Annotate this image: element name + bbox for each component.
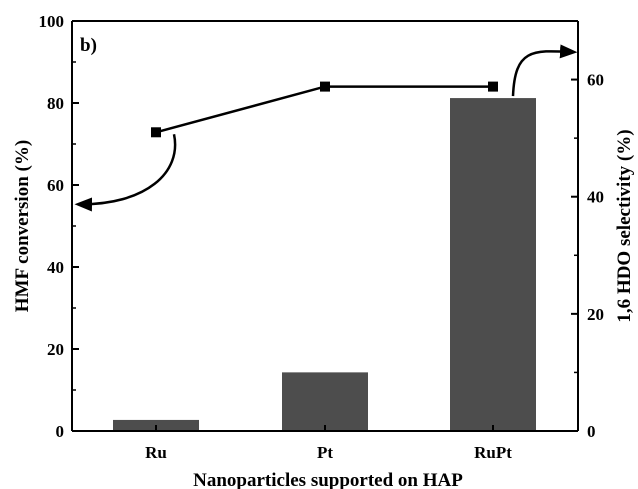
bar-rupt	[450, 98, 536, 431]
y-axis-title: HMF conversion (%)	[12, 140, 33, 312]
panel-label: b)	[80, 35, 97, 56]
y-tick-label: 0	[56, 422, 65, 441]
x-tick-label: RuPt	[474, 443, 512, 462]
y2-tick-label: 0	[587, 422, 596, 441]
x-tick-label: Pt	[317, 443, 333, 462]
x-tick-label: Ru	[145, 443, 167, 462]
y2-tick-label: 20	[587, 305, 604, 324]
y-tick-label: 80	[47, 94, 64, 113]
selectivity-point-rupt	[488, 81, 498, 92]
arrows-layer	[74, 44, 578, 212]
bars-layer	[113, 98, 536, 431]
bar-pt	[282, 372, 368, 431]
y-tick-label: 40	[47, 258, 64, 277]
x-axis-title: Nanoparticles supported on HAP	[193, 470, 463, 489]
y2-axis-title: 1,6 HDO selectivity (%)	[614, 129, 635, 322]
arrow-to-right-axis	[511, 44, 578, 97]
selectivity-line	[155, 85, 493, 134]
selectivity-point-pt	[320, 81, 330, 92]
arrow-to-left-axis	[74, 134, 177, 212]
line-layer	[151, 81, 498, 138]
selectivity-point-ru	[151, 127, 161, 138]
y2-tick-label: 60	[587, 71, 604, 90]
y2-tick-label: 40	[587, 188, 604, 207]
y-tick-label: 60	[47, 176, 64, 195]
y-tick-label: 100	[39, 12, 65, 31]
y-tick-label: 20	[47, 340, 64, 359]
